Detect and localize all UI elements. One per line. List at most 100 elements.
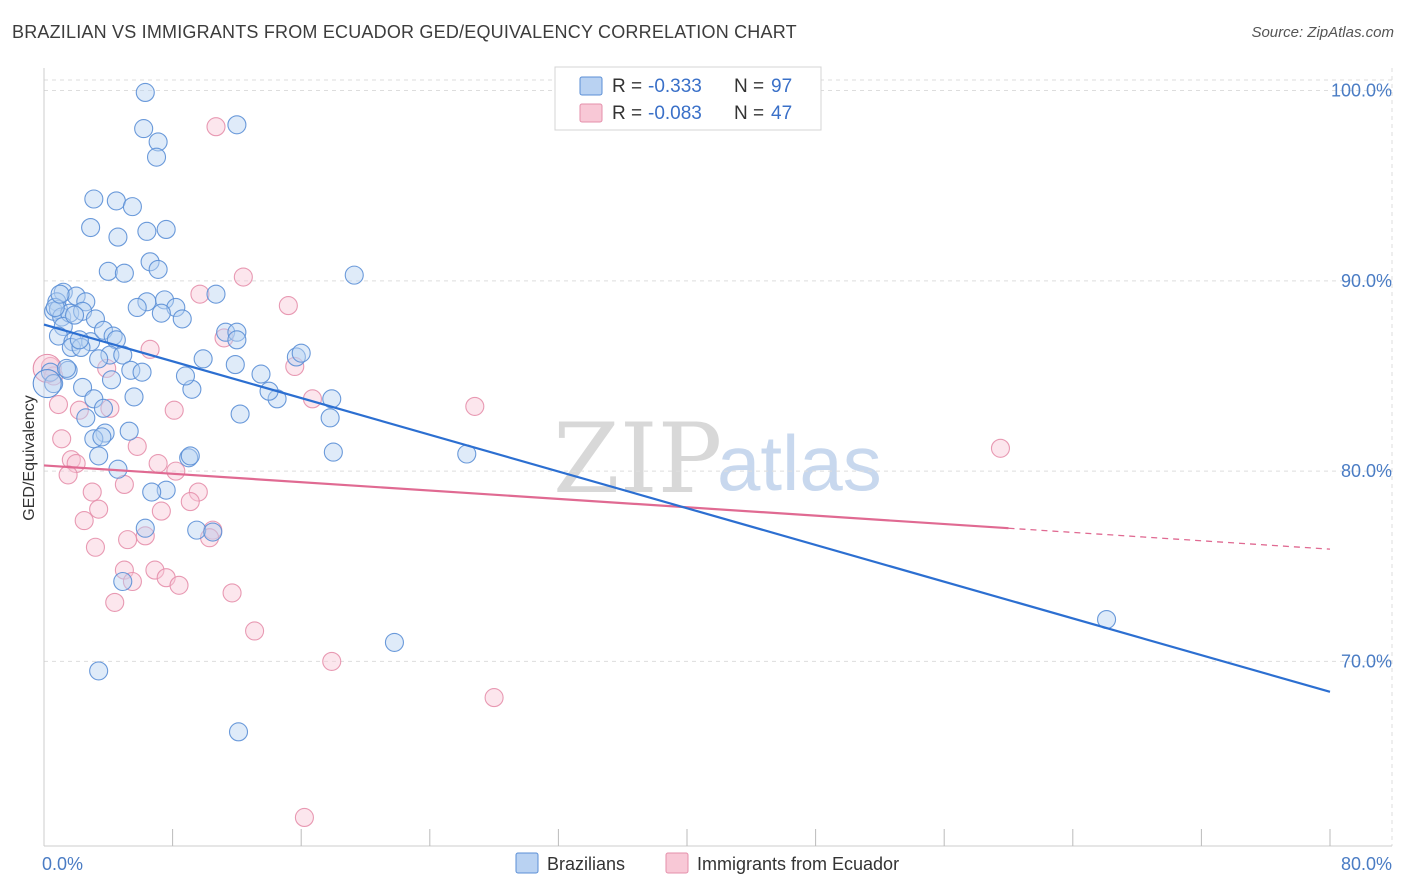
ecuador-point [48, 394, 69, 415]
brazilian-point [227, 330, 247, 350]
ecuador-point [148, 453, 168, 474]
brazilian-point [227, 322, 247, 342]
y-tick-label: 80.0% [1341, 461, 1392, 481]
brazilian-point [56, 358, 77, 378]
legend-r-value-brazilians: -0.333 [648, 76, 702, 97]
brazilian-point [142, 482, 162, 502]
brazilian-point [50, 284, 70, 304]
bottom-legend-label-brazilians: Brazilians [547, 854, 625, 874]
ecuador-point [122, 571, 142, 592]
brazilian-point [93, 320, 114, 340]
brazilian-point [135, 82, 155, 102]
legend-r-label-brazilians: R = [612, 76, 642, 97]
brazilian-point [119, 421, 139, 441]
brazilian-point [193, 349, 213, 369]
brazilian-point [320, 408, 340, 428]
brazilian-point [225, 355, 245, 375]
brazilian-point [148, 259, 168, 279]
ecuador-point [169, 575, 189, 595]
brazilian-point [166, 297, 186, 318]
brazilian-point [98, 261, 118, 281]
y-axis-title: GED/Equivalency [21, 395, 38, 520]
ecuador-point [206, 117, 226, 137]
brazilian-trend-line [43, 323, 1331, 693]
ecuador-point [180, 492, 200, 512]
ecuador-point [245, 621, 265, 641]
brazilian-point [64, 305, 85, 325]
ecuador-point [32, 353, 62, 383]
brazilian-point [384, 632, 404, 652]
brazilian-point [93, 398, 114, 418]
ecuador-point [465, 396, 485, 416]
ecuador-point [222, 583, 242, 603]
brazilian-point [134, 119, 154, 139]
ecuador-trend-line [43, 464, 1009, 530]
brazilian-point [89, 446, 109, 466]
brazilian-point [44, 374, 64, 394]
grid [44, 68, 1393, 846]
y-tick-label: 70.0% [1341, 651, 1392, 671]
x-tick-label: 0.0% [42, 854, 83, 874]
trend-lines [43, 323, 1331, 693]
brazilian-point [89, 349, 109, 369]
brazilian-point [127, 297, 147, 318]
brazilian-point [291, 343, 311, 363]
brazilian-point [113, 571, 133, 592]
chart-title: BRAZILIAN VS IMMIGRANTS FROM ECUADOR GED… [12, 22, 797, 42]
brazilian-point [148, 132, 168, 152]
brazilian-point [216, 322, 236, 342]
brazilian-point [137, 221, 157, 241]
ecuador-point [69, 400, 89, 420]
brazilian-point [135, 518, 155, 538]
brazilian-point [84, 189, 104, 209]
brazilian-point [228, 722, 249, 742]
ecuador-point [484, 688, 504, 708]
bottom-legend: Brazilians Immigrants from Ecuador [515, 852, 899, 874]
brazilian-point [203, 522, 223, 542]
ecuador-point [151, 501, 171, 521]
ecuador-point [135, 526, 155, 546]
brazilian-point [95, 423, 115, 443]
legend: R = -0.333 N = 97 R = -0.083 N = 47 [554, 66, 822, 131]
brazilian-point [85, 309, 105, 329]
brazilian-point [92, 427, 112, 447]
brazilian-point [140, 252, 160, 272]
brazilian-point [206, 284, 226, 304]
brazilian-point [230, 404, 250, 424]
ecuador-point [82, 482, 102, 502]
ecuador-point [278, 296, 298, 316]
legend-swatch-ecuador [579, 103, 603, 123]
ecuador-point [118, 530, 138, 550]
brazilian-point [108, 227, 128, 247]
ecuador-point [322, 651, 342, 671]
legend-n-value-brazilians: 97 [771, 76, 792, 97]
brazilian-point [132, 362, 152, 382]
source-label: Source: ZipAtlas.com [1251, 24, 1394, 41]
ecuador-trend-line-extension [1008, 527, 1331, 550]
y-tick-label: 90.0% [1341, 271, 1392, 291]
ecuador-point [190, 284, 210, 304]
brazilian-point [227, 115, 247, 135]
axes [43, 68, 1392, 847]
brazilian-point [101, 370, 122, 390]
brazilian-point [323, 442, 343, 462]
x-tick-label: 80.0% [1341, 854, 1392, 874]
brazilian-point [89, 661, 109, 681]
legend-n-label-ecuador: N = [734, 103, 764, 124]
watermark: ZIP atlas [553, 403, 882, 515]
ecuador-point [145, 560, 165, 580]
watermark-atlas: atlas [717, 419, 882, 507]
ecuador-point [85, 537, 105, 557]
brazilian-point [76, 408, 96, 428]
brazilian-point [114, 263, 134, 283]
brazilian-point [180, 446, 200, 466]
brazilian-point [146, 147, 167, 167]
brazilian-point [122, 197, 142, 217]
ecuador-point [233, 267, 253, 287]
watermark-zip: ZIP [553, 403, 722, 515]
bottom-legend-label-ecuador: Immigrants from Ecuador [697, 854, 899, 874]
ecuador-point [990, 438, 1011, 458]
ecuador-point [166, 461, 186, 481]
ecuador-point [188, 482, 208, 502]
